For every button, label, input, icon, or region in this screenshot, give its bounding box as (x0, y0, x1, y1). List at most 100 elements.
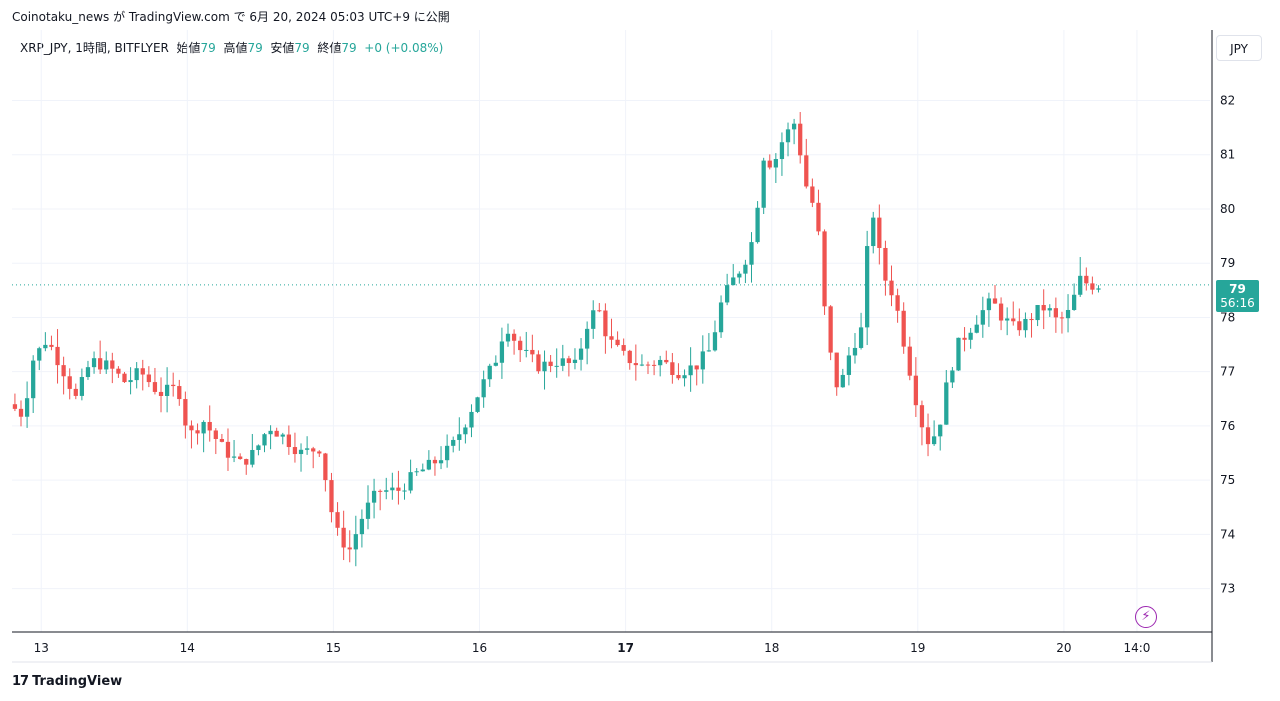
candle-body (256, 445, 261, 450)
candle-body (938, 424, 943, 437)
candle-body (286, 434, 291, 448)
candle-body (378, 490, 383, 492)
candle-body (834, 352, 839, 388)
candle-body (164, 384, 170, 396)
candle-body (925, 427, 931, 445)
price-tick-label: 80 (1220, 202, 1235, 216)
candle-body (1035, 305, 1040, 321)
candle-body (907, 346, 912, 376)
current-price-value: 79 (1229, 282, 1246, 296)
candle-body (1053, 308, 1058, 318)
candle-body (670, 362, 675, 375)
candle-body (554, 365, 559, 367)
time-tick-label: 17 (617, 641, 634, 655)
candle-body (414, 471, 419, 473)
candle-body (12, 404, 18, 409)
candle-body (231, 456, 237, 458)
time-axis: 13 14 15 16 17 18 19 20 14:0 (12, 631, 1212, 663)
candle-body (298, 449, 304, 455)
lightning-icon[interactable]: ⚡ (1135, 606, 1157, 628)
candle-body (871, 217, 876, 247)
candle-body (171, 384, 176, 387)
time-tick-label: 20 (1056, 641, 1071, 655)
candle-body (55, 346, 60, 366)
time-tick-label: 18 (764, 641, 779, 655)
candle-body (852, 347, 858, 356)
candle-body (1017, 321, 1022, 331)
candle-body (1041, 305, 1046, 311)
candle-body (432, 459, 438, 464)
candle-body (901, 310, 906, 347)
time-tick-label: 13 (34, 641, 49, 655)
candle-body (371, 490, 377, 503)
candle-body (566, 358, 572, 363)
tradingview-brand: TradingView (32, 674, 123, 689)
candle-body (1096, 288, 1101, 290)
candle-body (122, 373, 127, 383)
candle-body (639, 364, 645, 366)
candle-body (201, 421, 206, 434)
candle-body (615, 339, 620, 346)
price-tick-label: 82 (1220, 94, 1235, 108)
candle-body (1005, 318, 1010, 321)
candle-body (664, 359, 669, 363)
symbol-legend: XRP_JPY, 1時間, BITFLYER 始値79 高値79 安値79 終値… (20, 39, 443, 56)
candle-body (481, 379, 486, 398)
candle-body (974, 324, 979, 333)
candle-body (816, 202, 821, 232)
candle-body (1023, 318, 1028, 331)
candle-body (530, 349, 535, 355)
high-value: 79 (247, 41, 263, 55)
price-tick-label: 75 (1220, 473, 1235, 487)
price-tick-label: 79 (1220, 256, 1235, 270)
candle-body (889, 280, 894, 296)
candle-body (804, 155, 809, 187)
symbol-name[interactable]: XRP_JPY, 1時間, BITFLYER (20, 41, 169, 55)
candle-body (365, 502, 371, 519)
candle-body (998, 303, 1004, 321)
candle-body (858, 327, 864, 348)
tradingview-logo-icon: 17 (12, 674, 29, 689)
candle-body (341, 527, 346, 548)
candle-body (140, 368, 145, 375)
candle-body (426, 459, 431, 470)
candle-body (865, 246, 870, 328)
candle-body (18, 408, 24, 417)
candle-body (950, 370, 955, 383)
candle-body (621, 345, 626, 351)
time-tick-label: 15 (326, 641, 341, 655)
candle-body (91, 358, 97, 368)
candle-body (353, 534, 358, 550)
candle-body (79, 377, 85, 396)
candle-body (457, 434, 462, 440)
price-tick-label: 78 (1220, 310, 1235, 324)
candle-body (110, 360, 115, 369)
low-value: 79 (294, 41, 310, 55)
candle-body (116, 368, 121, 374)
candle-body (85, 367, 91, 378)
candle-body (463, 427, 468, 435)
candle-body (578, 348, 584, 360)
candle-body (877, 217, 882, 248)
candle-body (767, 160, 772, 168)
candle-body (919, 405, 925, 428)
candle-body (104, 360, 109, 370)
candle-body (335, 512, 340, 528)
currency-button[interactable]: JPY (1216, 35, 1262, 61)
candle-body (694, 365, 699, 370)
price-tick-label: 76 (1220, 419, 1235, 433)
candle-body (329, 480, 334, 513)
candle-body (317, 451, 322, 454)
candle-body (700, 351, 705, 370)
candle-body (633, 363, 638, 366)
candle-body (499, 341, 505, 363)
tradingview-footer[interactable]: 17 TradingView (12, 674, 122, 689)
candle-body (244, 459, 249, 465)
candle-body (731, 277, 736, 286)
close-label: 終値 (317, 41, 342, 55)
candle-body (536, 354, 541, 372)
candle-body (524, 349, 529, 351)
candle-body (274, 430, 279, 437)
candle-body (706, 350, 712, 352)
